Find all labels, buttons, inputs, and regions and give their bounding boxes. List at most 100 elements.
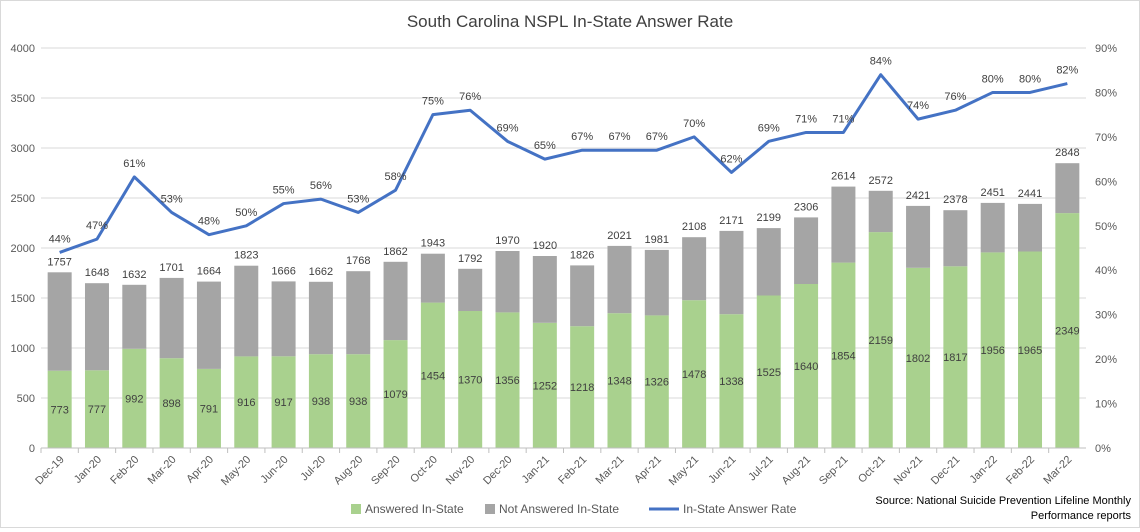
x-tick-label: Jun-21 — [706, 454, 738, 486]
answered-data-label: 791 — [200, 403, 218, 415]
rate-data-label: 58% — [385, 171, 407, 183]
bar-not-answered — [719, 230, 744, 315]
x-tick-label: Jan-21 — [520, 454, 552, 486]
rate-data-label: 50% — [235, 207, 257, 219]
rate-data-label: 69% — [758, 122, 780, 134]
bar-answered — [719, 314, 744, 448]
x-tick-label: Sep-21 — [817, 454, 851, 488]
bar-answered — [47, 370, 72, 448]
answered-data-label: 1956 — [980, 345, 1004, 357]
answered-data-label: 1478 — [682, 369, 706, 381]
rate-data-label: 84% — [870, 56, 892, 68]
answered-data-label: 1454 — [421, 370, 445, 382]
x-tick-label: Aug-20 — [332, 454, 366, 488]
answered-data-label: 1326 — [645, 377, 669, 389]
chart-title: South Carolina NSPL In-State Answer Rate — [407, 12, 733, 31]
answered-data-label: 1525 — [757, 367, 781, 379]
rate-data-label: 44% — [49, 233, 71, 245]
y2-tick-label: 40% — [1095, 265, 1117, 277]
total-data-label: 1757 — [47, 256, 71, 268]
x-tick-label: Jul-20 — [298, 454, 328, 484]
answered-data-label: 938 — [312, 396, 330, 408]
bar-answered — [458, 311, 483, 448]
bar-answered — [756, 295, 781, 448]
bar-not-answered — [495, 251, 520, 313]
rate-data-label: 53% — [161, 193, 183, 205]
x-tick-label: Jun-20 — [258, 454, 290, 486]
legend-label-rate: In-State Answer Rate — [683, 502, 797, 516]
y2-tick-label: 80% — [1095, 87, 1117, 99]
x-tick-label: Jan-22 — [968, 454, 1000, 486]
legend-label-not-answered: Not Answered In-State — [499, 502, 619, 516]
answered-data-label: 773 — [50, 404, 68, 416]
bar-answered — [943, 266, 968, 448]
bar-not-answered — [943, 210, 968, 267]
y-tick-label: 1000 — [11, 343, 35, 355]
total-data-label: 2441 — [1018, 188, 1042, 200]
total-data-label: 1920 — [533, 240, 557, 252]
y-tick-label: 4000 — [11, 43, 35, 55]
total-data-label: 1970 — [495, 235, 519, 247]
bar-not-answered — [234, 265, 259, 357]
answered-data-label: 1348 — [607, 376, 631, 388]
rate-data-label: 71% — [795, 113, 817, 125]
bar-not-answered — [420, 253, 445, 303]
answered-data-label: 916 — [237, 397, 255, 409]
x-tick-label: Sep-20 — [369, 454, 403, 488]
rate-data-label: 76% — [944, 91, 966, 103]
x-tick-label: Feb-20 — [108, 454, 141, 487]
rate-data-label: 67% — [608, 131, 630, 143]
source-line-1: Source: National Suicide Prevention Life… — [875, 495, 1131, 507]
answered-data-label: 1640 — [794, 361, 818, 373]
bar-not-answered — [1018, 203, 1043, 252]
y-tick-label: 1500 — [11, 293, 35, 305]
rate-data-label: 62% — [720, 153, 742, 165]
y2-tick-label: 10% — [1095, 399, 1117, 411]
total-data-label: 2421 — [906, 190, 930, 202]
x-tick-label: Aug-21 — [780, 454, 814, 488]
total-data-label: 1792 — [458, 253, 482, 265]
bar-not-answered — [196, 281, 221, 369]
y2-tick-label: 20% — [1095, 354, 1117, 366]
bar-answered — [1018, 251, 1043, 448]
legend: Answered In-State Not Answered In-State … — [351, 502, 797, 516]
rate-data-label: 69% — [497, 122, 519, 134]
bar-answered — [794, 284, 819, 448]
y-tick-label: 3500 — [11, 93, 35, 105]
x-tick-label: Jul-21 — [746, 454, 776, 484]
answered-data-label: 2349 — [1055, 326, 1079, 338]
bar-answered — [682, 300, 707, 448]
y-tick-label: 2500 — [11, 193, 35, 205]
rate-data-label: 55% — [273, 185, 295, 197]
answered-data-label: 1965 — [1018, 345, 1042, 357]
rate-data-label: 71% — [832, 113, 854, 125]
bar-not-answered — [159, 277, 184, 359]
rate-data-label: 76% — [459, 91, 481, 103]
y-tick-label: 3000 — [11, 143, 35, 155]
total-data-label: 1632 — [122, 269, 146, 281]
answer-rate-line — [59, 73, 1068, 254]
bar-answered — [532, 322, 557, 448]
bar-answered — [495, 312, 520, 448]
bar-not-answered — [794, 217, 819, 284]
x-tick-label: Nov-21 — [892, 454, 926, 488]
total-data-label: 2378 — [943, 194, 967, 206]
total-data-label: 1862 — [383, 246, 407, 258]
x-tick-label: Mar-21 — [593, 454, 626, 487]
total-data-label: 2171 — [719, 215, 743, 227]
bar-not-answered — [906, 205, 931, 268]
total-data-label: 2572 — [868, 175, 892, 187]
x-tick-label: May-21 — [667, 454, 701, 488]
rate-data-label: 61% — [123, 158, 145, 170]
rate-data-label: 48% — [198, 216, 220, 228]
answered-data-label: 1356 — [495, 375, 519, 387]
rate-data-label: 67% — [646, 131, 668, 143]
total-data-label: 1648 — [85, 267, 109, 279]
legend-swatch-answered — [351, 504, 361, 514]
rate-data-label: 70% — [683, 118, 705, 130]
x-tick-label: Feb-22 — [1004, 454, 1037, 487]
total-data-label: 2108 — [682, 221, 706, 233]
total-data-label: 1943 — [421, 238, 445, 250]
x-tick-label: Apr-20 — [184, 454, 216, 486]
answered-data-label: 1854 — [831, 350, 855, 362]
